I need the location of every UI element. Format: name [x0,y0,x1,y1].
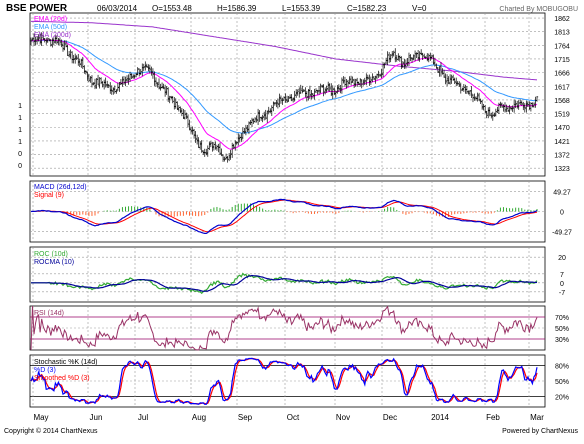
legend-stoch-smoothed: Smoothed %D (3) [34,375,90,382]
stochastic-panel: 80% 50% 20% Stochastic %K (14d) %D (3) Smo… [29,354,569,408]
x-tick-label: Jul [138,413,148,422]
price-y-tick-label: 1862 [554,16,570,23]
x-tick-label: Aug [192,413,206,422]
x-tick-label: Nov [336,413,350,422]
price-panel: 1862 1813 1764 1715 1666 1617 1568 1519 1470 1421… [18,12,570,177]
price-left-tick-label: 1 [18,115,22,122]
price-y-tick-label: 1715 [554,57,570,64]
roc-y-axis: 20 7 0 -7 [558,255,566,297]
footer-copyright: Copyright © 2014 ChartNexus [4,427,98,435]
stochastic-y-tick-label: 80% [555,363,569,370]
price-y-tick-label: 1421 [554,139,570,146]
price-y-tick-label: 1764 [554,43,570,50]
roc-grid [30,247,545,302]
roc-y-tick-label: -7 [559,290,565,297]
x-tick-label: Jun [90,413,103,422]
stochastic-y-tick-label: 50% [555,379,569,386]
price-y-tick-label: 1323 [554,166,570,173]
symbol-title: BSE POWER [6,3,68,14]
header-low: L=1553.39 [282,4,321,13]
legend-macd: MACD (26d,12d) [34,184,87,191]
roc-y-tick-label: 0 [560,281,564,288]
legend-roc: ROC (10d) [34,251,68,258]
header-date: 06/03/2014 [97,4,138,13]
macd-y-tick-label: -49.27 [552,230,572,237]
roc-panel: 20 7 0 -7 ROC (10d) ROCMA (10) [29,246,566,303]
x-tick-label: Oct [287,413,300,422]
footer-powered: Powered by ChartNexus [502,428,578,435]
legend-rocma: ROCMA (10) [34,259,74,266]
price-panel-frame [29,12,546,177]
price-y-tick-label: 1568 [554,98,570,105]
x-tick-label: Sep [238,413,253,422]
macd-y-axis: 49.27 0 -49.27 [552,189,572,236]
price-y-tick-label: 1470 [554,125,570,132]
price-left-tick-label: 0 [18,151,22,158]
price-left-tick-label: 1 [18,139,22,146]
stochastic-y-axis: 80% 50% 20% [555,363,569,401]
price-left-axis: 1 1 1 1 0 0 [18,103,22,170]
rsi-y-tick-label: 50% [555,326,569,333]
rsi-reference-lines [30,306,545,350]
legend-ema20: EMA (20d) [34,16,67,23]
rsi-panel: 70% 50% 30% RSI (14d) [29,305,569,351]
x-tick-label: May [33,413,48,422]
price-left-tick-label: 1 [18,103,22,110]
price-y-axis: 1862 1813 1764 1715 1666 1617 1568 1519 1470 1421… [554,16,570,173]
roc-y-tick-label: 20 [558,255,566,262]
price-y-tick-label: 1617 [554,84,570,91]
price-left-tick-label: 1 [18,127,22,134]
roc-y-tick-label: 7 [560,272,564,279]
rsi-y-tick-label: 30% [555,337,569,344]
rsi-line [30,305,538,351]
rsi-y-tick-label: 70% [555,315,569,322]
rocma-line [31,274,538,292]
charted-by: Charted By MOBUGOBU [499,6,578,13]
legend-stoch-k: Stochastic %K (14d) [34,359,97,366]
stochastic-y-tick-label: 20% [555,395,569,402]
header-high: H=1586.39 [217,4,257,13]
legend-ema50: EMA (50d) [34,24,67,31]
x-axis: May Jun Jul Aug Sep Oct Nov Dec 2014 Feb Mar [33,413,544,422]
price-grid [30,13,545,176]
macd-y-tick-label: 0 [560,210,564,217]
stochastic-k-line [30,357,538,405]
legend-stoch-d: %D (3) [34,367,56,374]
header-volume: V=0 [412,4,427,13]
price-y-tick-label: 1372 [554,153,570,160]
x-tick-label: Dec [383,413,397,422]
rsi-y-axis: 70% 50% 30% [555,315,569,344]
ema50-line [31,39,538,134]
ema20-line [30,39,538,150]
legend-rsi: RSI (14d) [34,310,64,317]
macd-panel: 49.27 0 -49.27 MACD (26d,12d) Signal (9) [29,180,572,243]
stochastic-reference-lines [30,355,545,407]
header-open: O=1553.48 [152,4,192,13]
legend-ema200: EMA (200d) [34,32,71,39]
price-y-tick-label: 1666 [554,71,570,78]
x-tick-label: 2014 [431,413,449,422]
price-y-tick-label: 1813 [554,30,570,37]
price-y-tick-label: 1519 [554,112,570,119]
price-bars [29,32,539,163]
header-close: C=1582.23 [347,4,387,13]
macd-line [30,198,538,234]
x-tick-label: Feb [486,413,500,422]
price-left-tick-label: 0 [18,163,22,170]
roc-panel-frame [29,246,546,303]
macd-y-tick-label: 49.27 [553,189,571,196]
legend-signal: Signal (9) [34,192,64,199]
x-tick-label: Mar [530,413,544,422]
